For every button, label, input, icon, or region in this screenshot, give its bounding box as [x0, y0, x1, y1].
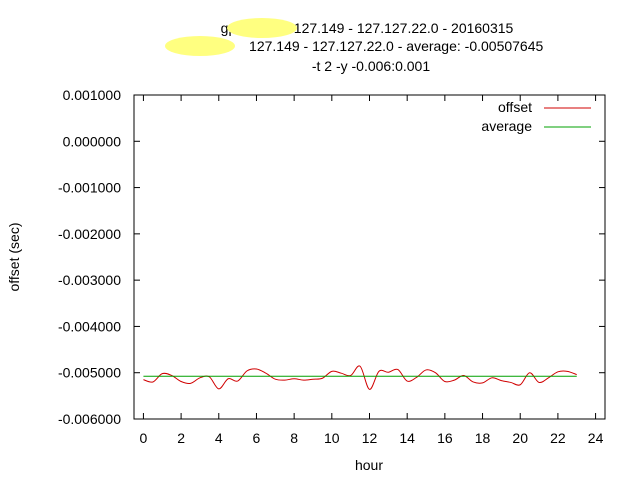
x-tick-label: 0	[140, 430, 148, 446]
x-tick-label: 4	[215, 430, 223, 446]
x-tick-label: 12	[362, 430, 378, 446]
legend: offset average	[481, 99, 591, 134]
plot-area-frame	[133, 94, 606, 420]
redaction-mark	[165, 36, 235, 56]
x-tick-label: 20	[512, 430, 528, 446]
series-layer	[143, 365, 577, 390]
y-axis-label: offset (sec)	[6, 223, 22, 292]
x-tick-label: 22	[550, 430, 566, 446]
x-tick-label: 2	[177, 430, 185, 446]
y-tick-label: -0.003000	[58, 272, 121, 288]
x-axis-label: hour	[355, 457, 383, 473]
legend-label-average: average	[481, 118, 532, 134]
x-tick-label: 8	[290, 430, 298, 446]
x-tick-label: 14	[399, 430, 415, 446]
legend-label-offset: offset	[498, 99, 532, 115]
y-tick-label: 0.000000	[63, 133, 122, 149]
x-tick-label: 10	[324, 430, 340, 446]
y-tick-label: -0.005000	[58, 365, 121, 381]
x-axis: 0 2 4 6 8 10 12 14 16 18 20 22 24	[140, 95, 604, 446]
x-tick-label: 16	[437, 430, 453, 446]
series-line-offset	[143, 365, 577, 390]
chart-title-line-3: -t 2 -y -0.006:0.001	[312, 58, 431, 74]
y-tick-label: -0.001000	[58, 180, 121, 196]
y-tick-label: 0.001000	[63, 87, 122, 103]
x-tick-label: 18	[475, 430, 491, 446]
y-axis: 0.001000 0.000000 -0.001000 -0.002000 -0.003…	[58, 87, 605, 427]
x-tick-label: 24	[588, 430, 604, 446]
chart-title-line-2: 127.149 - 127.127.22.0 - average: -0.005…	[191, 38, 544, 54]
redaction-mark	[227, 18, 297, 38]
y-tick-label: -0.002000	[58, 226, 121, 242]
x-tick-label: 6	[253, 430, 261, 446]
y-tick-label: -0.006000	[58, 411, 121, 427]
y-tick-label: -0.004000	[58, 318, 121, 334]
